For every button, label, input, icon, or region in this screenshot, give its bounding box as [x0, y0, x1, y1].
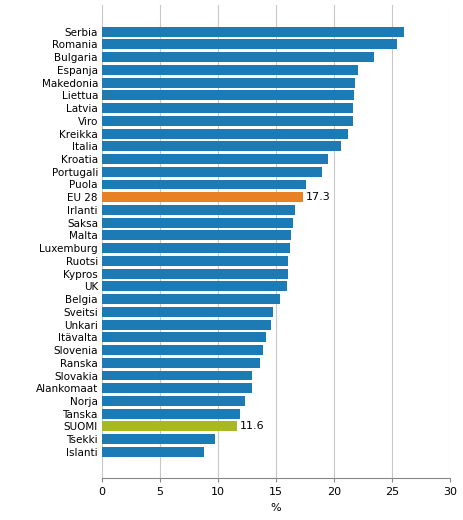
Bar: [102, 205, 294, 215]
X-axis label: %: %: [270, 503, 281, 513]
Bar: [102, 345, 263, 355]
Bar: [102, 383, 251, 393]
Bar: [102, 307, 272, 317]
Bar: [102, 243, 289, 253]
Bar: [102, 116, 352, 126]
Bar: [102, 358, 259, 368]
Bar: [102, 65, 357, 75]
Bar: [102, 179, 306, 189]
Bar: [102, 447, 204, 457]
Bar: [102, 128, 347, 138]
Text: 11.6: 11.6: [240, 421, 264, 432]
Bar: [102, 167, 322, 177]
Bar: [102, 230, 291, 240]
Bar: [102, 103, 352, 113]
Bar: [102, 281, 286, 291]
Bar: [102, 141, 340, 151]
Bar: [102, 218, 293, 228]
Bar: [102, 422, 236, 432]
Bar: [102, 192, 302, 202]
Bar: [102, 332, 265, 342]
Bar: [102, 90, 353, 100]
Bar: [102, 269, 287, 279]
Bar: [102, 294, 279, 304]
Bar: [102, 256, 287, 266]
Bar: [102, 27, 403, 36]
Bar: [102, 52, 373, 62]
Bar: [102, 77, 354, 87]
Bar: [102, 371, 251, 381]
Bar: [102, 320, 271, 330]
Bar: [102, 434, 214, 444]
Bar: [102, 40, 396, 49]
Text: 17.3: 17.3: [306, 192, 330, 202]
Bar: [102, 396, 244, 406]
Bar: [102, 409, 240, 419]
Bar: [102, 154, 328, 164]
